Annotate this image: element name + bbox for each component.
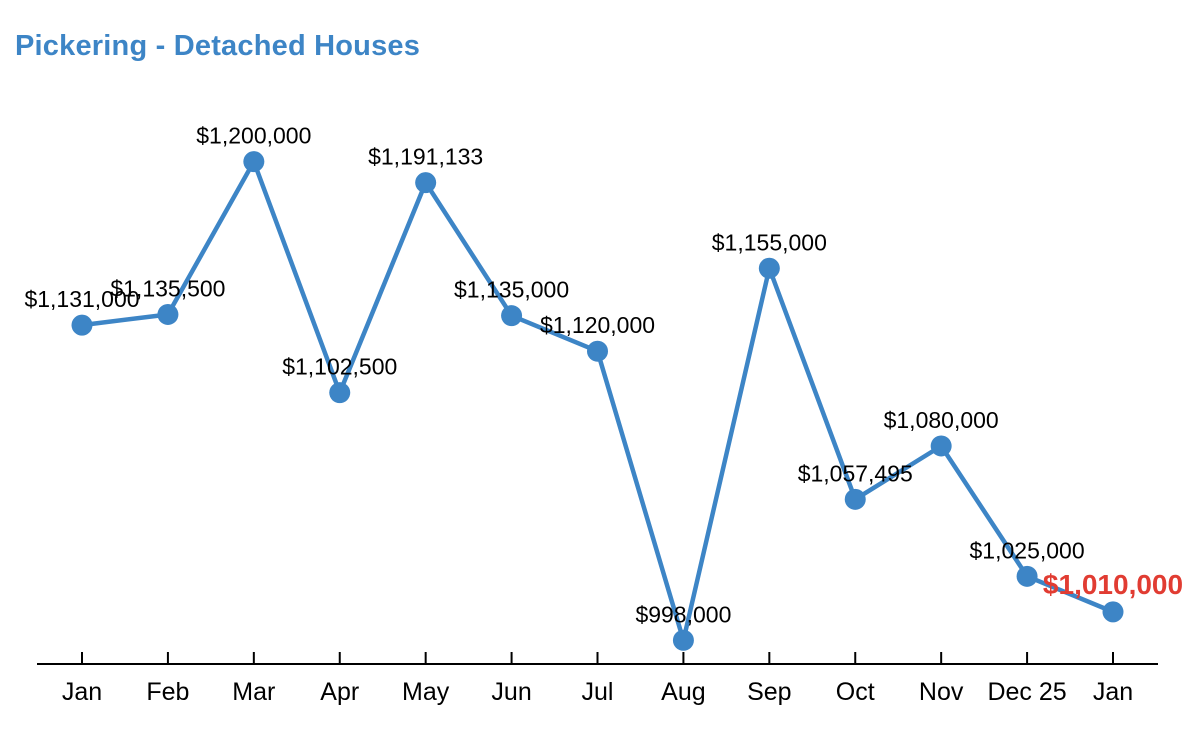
data-point-marker — [758, 257, 780, 279]
data-point-label: $1,080,000 — [884, 407, 999, 433]
chart-title: Pickering - Detached Houses — [15, 30, 421, 62]
data-point-label: $1,200,000 — [196, 123, 311, 149]
x-axis-label: May — [402, 678, 450, 706]
data-point-label: $1,102,500 — [282, 354, 397, 380]
data-point-marker — [329, 382, 351, 404]
data-point-label: $1,155,000 — [712, 229, 827, 255]
x-axis-label: Sep — [747, 678, 791, 706]
data-point-marker — [415, 172, 437, 194]
data-point-label: $1,135,000 — [454, 277, 569, 303]
data-point-label: $1,191,133 — [368, 144, 483, 170]
x-axis-label: Dec 25 — [987, 678, 1066, 706]
x-axis-label: Jun — [491, 678, 531, 706]
x-axis-label: Aug — [661, 678, 705, 706]
data-point-label: $1,025,000 — [970, 537, 1085, 563]
data-point-marker — [501, 305, 523, 327]
price-line-series — [79, 159, 1116, 643]
data-point-label: $1,057,495 — [798, 460, 913, 486]
data-point-marker — [930, 435, 952, 457]
data-point-label: $1,131,000 — [24, 286, 139, 312]
data-point-marker — [1016, 565, 1038, 587]
data-point-marker — [71, 314, 93, 336]
data-point-marker — [672, 629, 694, 651]
data-point-marker — [1102, 601, 1124, 623]
x-axis-label: Mar — [232, 678, 275, 706]
x-axis-label: Jan — [1093, 678, 1133, 706]
data-point-marker — [844, 488, 866, 510]
x-axis-label: Feb — [146, 678, 189, 706]
x-axis-label: Apr — [320, 678, 359, 706]
data-point-marker — [157, 303, 179, 325]
data-point-marker — [587, 340, 608, 362]
x-axis-label: Nov — [919, 678, 964, 706]
x-axis-label: Oct — [836, 678, 875, 706]
data-point-marker — [243, 151, 265, 173]
x-axis-label: Jul — [582, 678, 614, 706]
data-point-label: $998,000 — [635, 601, 731, 627]
data-point-label: $1,135,500 — [110, 275, 225, 301]
highlighted-data-label: $1,010,000 — [1043, 569, 1183, 600]
data-point-label: $1,120,000 — [540, 312, 655, 338]
x-axis-label: Jan — [62, 678, 102, 706]
